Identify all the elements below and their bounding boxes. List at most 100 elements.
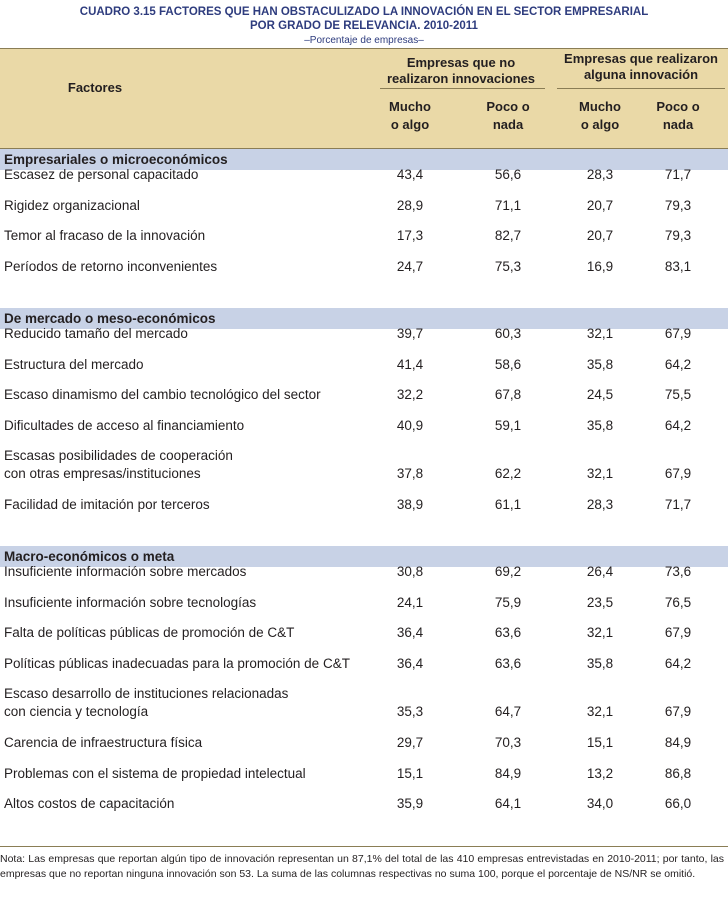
section-header: De mercado o meso-económicos xyxy=(0,308,728,329)
cell-value: 67,9 xyxy=(664,625,692,641)
cell-value: 71,7 xyxy=(664,497,692,512)
cell-value: 23,5 xyxy=(586,594,614,610)
row-label: Insuficiente información sobre tecnologí… xyxy=(4,594,257,610)
cell-value: 28,3 xyxy=(586,167,614,182)
cell-value: 82,7 xyxy=(494,228,522,244)
cell-value: 30,8 xyxy=(396,564,424,579)
row-label: Facilidad de imitación por terceros xyxy=(4,497,210,512)
cell-value: 29,7 xyxy=(396,735,424,750)
row-label: Insuficiente información sobre mercados xyxy=(4,564,247,579)
column-header: Mucho xyxy=(579,99,621,114)
cell-value: 43,4 xyxy=(396,167,424,182)
cell-value: 84,9 xyxy=(664,735,692,750)
cell-value: 63,6 xyxy=(494,625,522,641)
row-label: Períodos de retorno inconvenientes xyxy=(4,258,218,274)
cell-value: 71,7 xyxy=(664,167,692,182)
row-label: Altos costos de capacitación xyxy=(4,796,175,812)
section-header: Macro-económicos o meta xyxy=(0,546,728,567)
cell-value: 59,1 xyxy=(494,417,522,433)
column-header: Poco o xyxy=(656,99,700,114)
cell-value: 32,1 xyxy=(586,704,614,720)
group-rule xyxy=(380,88,545,89)
row-label: Temor al fracaso de la innovación xyxy=(4,228,206,244)
cell-value: 36,4 xyxy=(396,655,424,671)
cell-value: 64,2 xyxy=(664,655,692,671)
cell-value: 16,9 xyxy=(586,258,614,274)
row-label: con ciencia y tecnología xyxy=(4,704,149,720)
column-header: nada xyxy=(492,117,524,132)
cell-value: 64,7 xyxy=(494,704,522,720)
cell-value: 35,3 xyxy=(396,704,424,720)
cell-value: 63,6 xyxy=(494,655,522,671)
cell-value: 38,9 xyxy=(396,497,424,512)
row-label: Políticas públicas inadecuadas para la p… xyxy=(4,655,350,671)
cell-value: 28,9 xyxy=(396,197,424,213)
cell-value: 62,2 xyxy=(494,466,522,482)
section-header: Empresariales o microeconómicos xyxy=(0,149,728,170)
cell-value: 17,3 xyxy=(396,228,424,244)
row-label: Falta de políticas públicas de promoción… xyxy=(4,625,295,641)
cell-value: 24,1 xyxy=(396,594,424,610)
column-header: nada xyxy=(662,117,694,132)
cell-value: 71,1 xyxy=(494,197,522,213)
cell-value: 69,2 xyxy=(494,564,522,579)
row-label: Escaso desarrollo de instituciones relac… xyxy=(4,686,289,702)
cell-value: 35,8 xyxy=(586,655,614,671)
cell-value: 28,3 xyxy=(586,497,614,512)
cell-value: 67,9 xyxy=(664,326,692,341)
cell-value: 13,2 xyxy=(586,765,614,781)
subtitle: –Porcentaje de empresas– xyxy=(304,35,424,46)
cell-value: 32,1 xyxy=(586,326,614,341)
cell-value: 40,9 xyxy=(396,417,424,433)
cell-value: 76,5 xyxy=(664,594,692,610)
group-header: alguna innovación xyxy=(583,67,699,82)
cell-value: 61,1 xyxy=(494,497,522,512)
cell-value: 79,3 xyxy=(664,197,692,213)
cell-value: 58,6 xyxy=(494,356,522,372)
column-header: Factores xyxy=(67,80,123,95)
row-label: Rigidez organizacional xyxy=(4,197,140,213)
column-header: o algo xyxy=(580,117,620,132)
cell-value: 35,8 xyxy=(586,356,614,372)
cell-value: 35,8 xyxy=(586,417,614,433)
cell-value: 36,4 xyxy=(396,625,424,641)
cell-value: 34,0 xyxy=(586,796,614,812)
cell-value: 24,5 xyxy=(586,387,614,403)
cell-value: 32,2 xyxy=(396,387,424,403)
row-label: Escasez de personal capacitado xyxy=(4,167,199,182)
row-label: Estructura del mercado xyxy=(4,356,144,372)
row-label: Problemas con el sistema de propiedad in… xyxy=(4,765,306,781)
column-header: Mucho xyxy=(389,99,431,114)
cell-value: 64,2 xyxy=(664,417,692,433)
cell-value: 35,9 xyxy=(396,796,424,812)
cell-value: 75,5 xyxy=(664,387,692,403)
cell-value: 56,6 xyxy=(494,167,522,182)
title: CUADRO 3.15 FACTORES QUE HAN OBSTACULIZA… xyxy=(79,6,649,18)
cell-value: 26,4 xyxy=(586,564,614,579)
cell-value: 67,8 xyxy=(494,387,522,403)
cell-value: 60,3 xyxy=(494,326,522,341)
group-header: Empresas que realizaron xyxy=(564,51,718,66)
cell-value: 37,8 xyxy=(396,466,424,482)
group-rule xyxy=(557,88,725,89)
cell-value: 73,6 xyxy=(664,564,692,579)
cell-value: 75,9 xyxy=(494,594,522,610)
cell-value: 86,8 xyxy=(664,765,692,781)
cell-value: 79,3 xyxy=(664,228,692,244)
table-header-bg xyxy=(0,48,728,149)
group-header: Empresas que no xyxy=(406,55,516,70)
row-label: Reducido tamaño del mercado xyxy=(4,326,188,341)
group-header: realizaron innovaciones xyxy=(386,71,536,86)
column-header: Poco o xyxy=(486,99,530,114)
cell-value: 84,9 xyxy=(494,765,522,781)
table-bottom-rule xyxy=(0,846,728,847)
row-label: Carencia de infraestructura física xyxy=(4,735,203,750)
cell-value: 41,4 xyxy=(396,356,424,372)
cell-value: 70,3 xyxy=(494,735,522,750)
cell-value: 83,1 xyxy=(664,258,692,274)
cell-value: 67,9 xyxy=(664,466,692,482)
cell-value: 67,9 xyxy=(664,704,692,720)
cell-value: 64,1 xyxy=(494,796,522,812)
column-header: o algo xyxy=(390,117,430,132)
